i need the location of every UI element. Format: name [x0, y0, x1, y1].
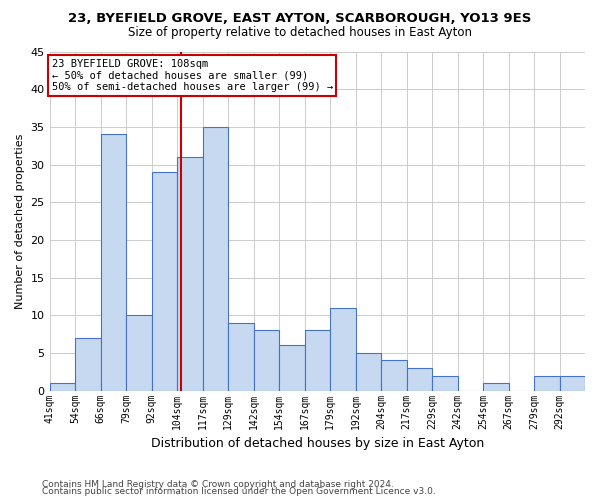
Bar [330, 308, 356, 390]
Text: 23 BYEFIELD GROVE: 108sqm
← 50% of detached houses are smaller (99)
50% of semi-: 23 BYEFIELD GROVE: 108sqm ← 50% of detac… [52, 59, 333, 92]
Text: Size of property relative to detached houses in East Ayton: Size of property relative to detached ho… [128, 26, 472, 39]
Bar [305, 330, 330, 390]
Bar [152, 172, 177, 390]
Bar [534, 376, 560, 390]
Y-axis label: Number of detached properties: Number of detached properties [15, 134, 25, 309]
Bar [126, 316, 152, 390]
Bar [228, 323, 254, 390]
Text: Contains HM Land Registry data © Crown copyright and database right 2024.: Contains HM Land Registry data © Crown c… [42, 480, 394, 489]
Bar [407, 368, 432, 390]
Bar [432, 376, 458, 390]
Bar [177, 157, 203, 390]
Bar [560, 376, 585, 390]
Bar [381, 360, 407, 390]
Bar [254, 330, 279, 390]
Bar [203, 127, 228, 390]
Text: Contains public sector information licensed under the Open Government Licence v3: Contains public sector information licen… [42, 487, 436, 496]
Bar [356, 353, 381, 391]
Bar [279, 346, 305, 391]
Text: 23, BYEFIELD GROVE, EAST AYTON, SCARBOROUGH, YO13 9ES: 23, BYEFIELD GROVE, EAST AYTON, SCARBORO… [68, 12, 532, 24]
Bar [50, 383, 75, 390]
Bar [75, 338, 101, 390]
X-axis label: Distribution of detached houses by size in East Ayton: Distribution of detached houses by size … [151, 437, 484, 450]
Bar [101, 134, 126, 390]
Bar [483, 383, 509, 390]
